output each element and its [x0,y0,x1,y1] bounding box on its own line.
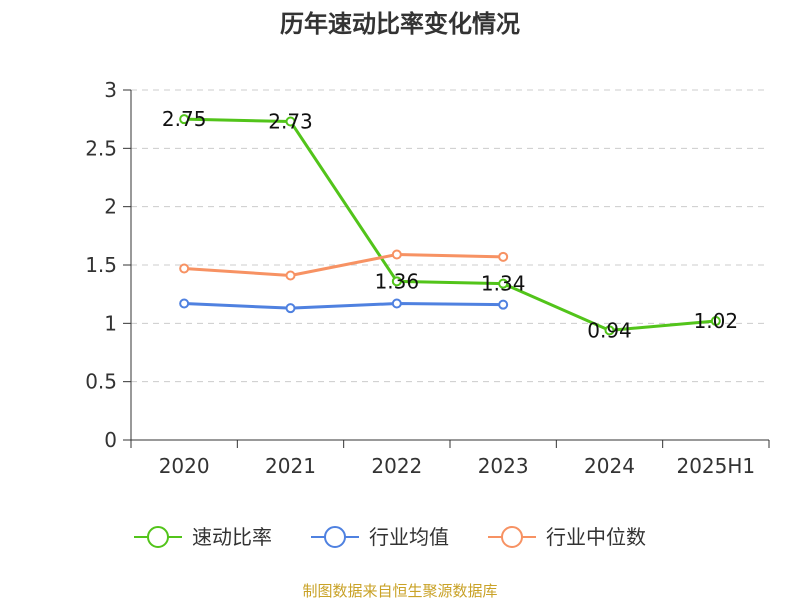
y-tick-label: 2.5 [85,136,117,160]
y-tick-label: 3 [104,78,117,102]
legend-label: 速动比率 [192,525,272,549]
data-point[interactable] [179,298,190,309]
data-label: 0.94 [587,318,632,342]
x-tick-label: 2022 [371,454,422,478]
axes: 0 0.5 1 1.5 2 2.5 3 2020 2021 2022 2023 2024 2025H1 [85,78,770,478]
data-point[interactable] [498,251,509,262]
legend-item-0[interactable]: 速动比率 [134,525,272,549]
source-note: 制图数据来自恒生聚源数据库 [302,582,497,600]
data-label: 1.34 [481,272,526,296]
data-point[interactable] [179,263,190,274]
legend-item-1[interactable]: 行业均值 [311,525,449,549]
data-label: 1.02 [694,309,739,333]
data-point[interactable] [710,316,721,326]
legend-label: 行业中位数 [546,525,646,549]
data-point[interactable] [604,325,615,336]
data-point[interactable] [391,249,402,260]
x-tick-label: 2025H1 [676,454,755,478]
data-label: 1.36 [375,269,420,293]
y-tick-label: 2 [104,195,117,219]
data-point[interactable] [285,116,296,127]
legend[interactable]: 速动比率 行业均值 行业中位数 [134,525,646,549]
series-line-2 [184,253,504,277]
data-label: 2.75 [162,107,207,131]
series-line-1 [184,302,504,310]
y-tick-label: 1 [104,311,117,335]
series-line-0 [184,117,716,332]
y-tick-label: 1.5 [85,253,117,277]
legend-marker [147,526,169,548]
grid [131,89,769,383]
x-tick-label: 2024 [584,454,635,478]
data-point[interactable] [498,278,509,289]
data-point[interactable] [498,299,509,310]
legend-label: 行业均值 [369,525,449,549]
legend-item-2[interactable]: 行业中位数 [488,525,646,549]
data-point[interactable] [285,303,296,314]
y-tick-label: 0.5 [85,370,117,394]
x-tick-label: 2021 [265,454,316,478]
x-tick-label: 2020 [159,454,210,478]
data-point[interactable] [179,114,190,125]
data-labels: 2.75 2.73 1.36 1.34 0.94 1.02 [162,107,738,342]
legend-marker [501,526,523,548]
legend-marker [324,526,346,548]
series [179,114,721,336]
data-point[interactable] [391,298,402,309]
y-tick-label: 0 [104,428,117,452]
x-tick-label: 2023 [478,454,529,478]
chart-title: 历年速动比率变化情况 [280,10,520,38]
data-point[interactable] [391,276,402,287]
data-label: 2.73 [268,110,313,134]
data-point[interactable] [285,270,296,281]
